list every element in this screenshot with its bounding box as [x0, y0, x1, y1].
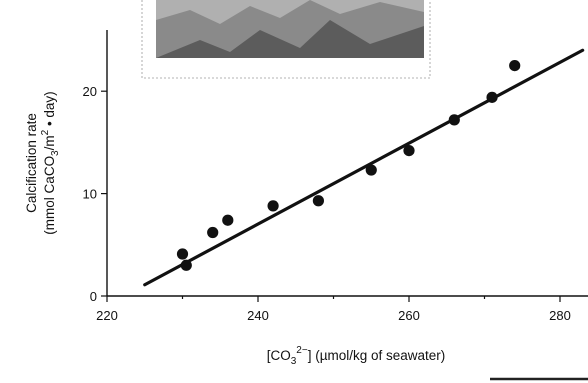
x-tick-label: 260	[398, 308, 420, 323]
y-axis-title: Calcification rate (mmol CaCO3/m2 • day)	[24, 91, 61, 234]
data-point	[207, 226, 219, 239]
data-point	[403, 144, 415, 157]
x-axis-title: [CO32−] (µmol/kg of seawater)	[267, 345, 446, 367]
y-axis-title-line1: Calcification rate	[24, 113, 39, 213]
y-axis-title-line2: (mmol CaCO3/m2 • day)	[40, 91, 61, 234]
data-point	[180, 259, 192, 271]
data-point	[222, 214, 234, 226]
y-tick-label: 10	[83, 187, 97, 202]
trend-line	[143, 48, 585, 287]
data-point	[365, 164, 377, 176]
y-axis-ticks: 0 10 20	[83, 84, 107, 304]
data-point	[312, 195, 324, 207]
y-tick-label: 0	[90, 289, 97, 304]
photo-inset	[141, 0, 431, 79]
x-tick-label: 240	[247, 308, 269, 323]
x-tick-label: 220	[96, 308, 118, 323]
x-axis-ticks: 220 240 260 280	[96, 296, 571, 323]
x-tick-label: 280	[549, 308, 571, 323]
data-point	[267, 200, 279, 212]
data-point	[176, 248, 189, 260]
y-tick-label: 20	[83, 84, 97, 99]
data-point	[448, 114, 460, 126]
data-point	[486, 91, 498, 103]
data-point	[509, 60, 521, 72]
data-points	[176, 60, 521, 271]
